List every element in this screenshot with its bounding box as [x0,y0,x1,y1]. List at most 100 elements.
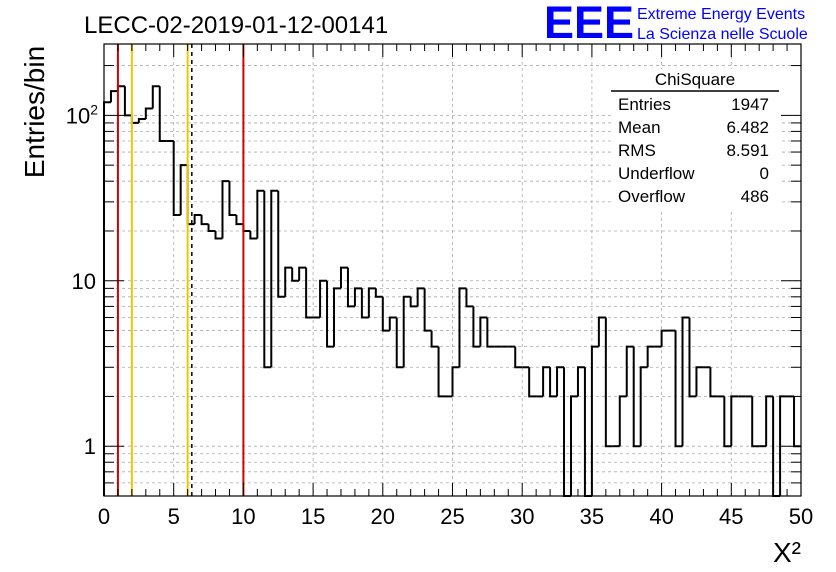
histogram-bin [228,181,237,216]
histogram-bin [284,266,293,297]
histogram-bin [172,140,181,216]
histogram-bin [465,288,474,308]
histogram-bin [549,367,558,398]
histogram-bin [542,366,551,397]
histogram-bin [333,287,341,347]
x-axis-label: X² [773,537,801,568]
histogram-bin [242,224,251,232]
histogram-bin [723,396,732,448]
y-axis-label: Entries/bin [19,46,50,178]
histogram-bin [451,366,460,397]
histogram-bin [730,395,739,447]
histogram-bin [402,295,411,368]
histogram-bin [639,366,648,447]
histogram-bin [625,345,634,397]
histogram-bin [326,280,335,348]
histogram-bin [409,296,418,308]
histogram-bin [256,189,265,239]
histogram-bin [305,267,314,319]
histogram-bin [618,395,627,447]
x-tick-label: 25 [440,504,464,529]
histogram-bin [151,85,160,109]
histogram-bin [158,86,167,142]
histogram-bin [437,346,446,398]
histogram-bin [395,317,404,369]
histogram-bin [137,118,146,123]
histogram-bin [458,287,467,368]
x-tick-label: 0 [98,504,110,529]
histogram-bin [277,190,286,298]
histogram-bin [486,317,495,348]
y-tick-label: 1 [84,434,96,459]
histogram-bin [144,107,153,120]
stats-value-mean: 6.482 [726,118,769,137]
histogram-bin [214,230,223,240]
y-tick-label: 102 [66,101,98,128]
histogram-bin [388,316,397,331]
x-tick-label: 50 [789,504,813,529]
histogram-bin [779,395,788,496]
histogram-bin [423,288,432,332]
x-tick-label: 5 [168,504,180,529]
stats-value-rms: 8.591 [726,141,769,160]
x-tick-label: 15 [301,504,325,529]
logo-line-2: La Scienza nelle Scuole [637,26,808,43]
histogram-bin [249,230,258,240]
histogram-bin [353,287,362,307]
x-tick-label: 35 [580,504,604,529]
histogram-bin [528,367,537,398]
histogram-bin [374,288,383,298]
histogram-bin [193,213,202,225]
histogram-bin [674,330,683,448]
histogram-bin [346,267,355,308]
histogram-bin [632,346,641,448]
histogram-bin [597,316,606,347]
stats-box: ChiSquare Entries 1947 Mean 6.482 RMS 8.… [611,69,779,209]
stats-value-overflow: 486 [741,187,769,206]
histogram-bin [563,367,571,497]
histogram-bin [221,180,230,239]
histogram-bin [660,329,669,347]
histogram-bin [291,267,300,282]
reference-lines [116,44,245,496]
histogram-bin [339,266,348,289]
histogram-bin [200,214,209,226]
histogram-bin [263,190,272,369]
histogram-bin [472,306,481,348]
histogram-bin [695,366,704,397]
eee-logo-text: EEE [544,0,634,48]
histogram-bin [556,366,565,397]
x-tick-label: 30 [510,504,534,529]
logo-line-1: Extreme Energy Events [637,6,805,23]
histogram-bin [109,90,118,103]
axis-ticks: 0 5 10 15 20 25 30 35 40 45 50 1 10 102 [66,44,813,529]
x-tick-label: 20 [371,504,395,529]
histogram-bin [235,214,244,226]
histogram-bin [604,317,613,448]
stats-box-background [611,69,779,209]
stats-value-entries: 1947 [731,95,769,114]
histogram-bin [514,346,523,369]
y-tick-label: 10 [72,269,96,294]
x-tick-label: 10 [231,504,255,529]
histogram-bin [646,345,655,368]
histogram-bin [123,86,132,117]
histogram-bin [367,287,376,318]
histogram-bin [179,164,188,215]
histogram-bin [381,296,390,332]
chart-title: LECC-02-2019-01-12-00141 [84,12,388,39]
histogram-bin [681,316,690,447]
histogram-bin [298,266,307,281]
histogram-bin [270,189,279,368]
histogram-bin [207,224,216,232]
stats-label-rms: RMS [618,141,656,160]
stats-value-underflow: 0 [760,164,769,183]
histogram-bin [576,366,585,397]
histogram-bin [319,279,328,318]
stats-label-underflow: Underflow [618,164,695,183]
histogram-bin [765,395,774,447]
stats-label-mean: Mean [618,118,661,137]
stats-label-entries: Entries [618,95,671,114]
x-tick-label: 40 [649,504,673,529]
